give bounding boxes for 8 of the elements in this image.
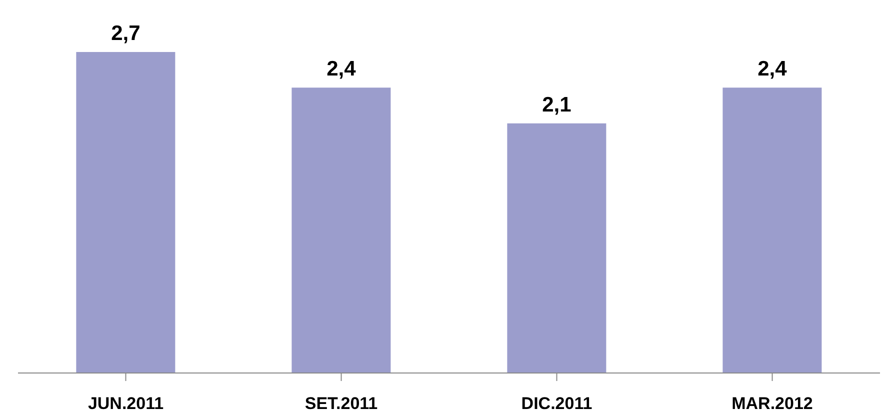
x-tick-label: MAR.2012	[732, 394, 813, 414]
data-label: 2,4	[326, 58, 356, 81]
data-label: 2,4	[758, 58, 788, 81]
x-tick-label: JUN.2011	[88, 394, 164, 414]
data-label: 2,1	[542, 93, 572, 116]
x-tick-label: DIC.2011	[521, 394, 592, 414]
data-label: 2,7	[111, 22, 140, 45]
x-tick-label: SET.2011	[304, 394, 378, 414]
